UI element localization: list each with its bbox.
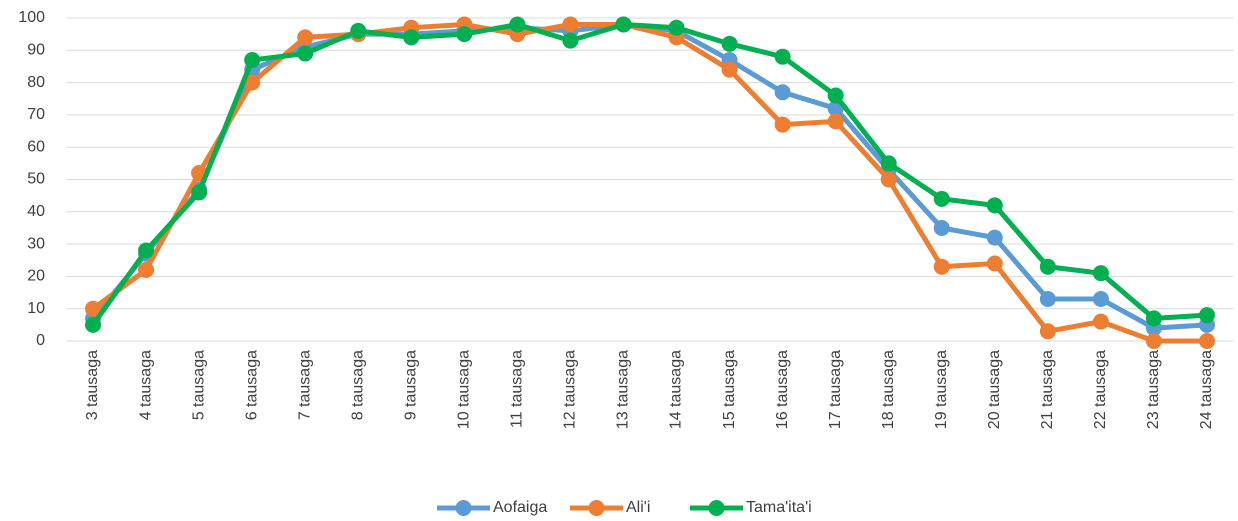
data-point	[986, 197, 1003, 214]
x-tick-label: 20 tausaga	[986, 350, 1003, 429]
data-point	[933, 258, 950, 275]
data-point	[1092, 265, 1109, 282]
data-point	[827, 113, 844, 130]
data-point	[244, 74, 261, 91]
data-point	[350, 22, 367, 39]
x-tick-label: 9 tausaga	[403, 350, 420, 420]
x-tick-label: 6 tausaga	[243, 350, 260, 420]
data-point	[721, 61, 738, 78]
x-tick-label: 19 tausaga	[933, 350, 950, 429]
data-point	[138, 242, 155, 259]
x-tick-label: 4 tausaga	[137, 350, 154, 420]
data-point	[1145, 310, 1162, 327]
data-point	[403, 29, 420, 46]
data-point	[986, 255, 1003, 272]
data-point	[1092, 291, 1109, 308]
x-tick-label: 12 tausaga	[562, 350, 579, 429]
y-tick-label: 90	[27, 42, 45, 59]
data-point	[668, 19, 685, 36]
data-point	[85, 316, 102, 333]
x-tick-label: 23 tausaga	[1145, 350, 1162, 429]
x-tick-label: 18 tausaga	[880, 350, 897, 429]
data-point	[1198, 333, 1215, 349]
data-point	[509, 16, 526, 33]
data-point	[1198, 307, 1215, 324]
data-point	[138, 261, 155, 278]
series-line	[91, 21, 1207, 344]
data-point	[191, 184, 208, 201]
data-point	[774, 116, 791, 133]
legend-marker	[455, 500, 472, 516]
x-tick-label: 10 tausaga	[456, 350, 473, 429]
legend-label: Tama'ita'i	[746, 499, 812, 516]
data-point	[1039, 323, 1056, 340]
data-point	[880, 155, 897, 172]
data-point	[615, 16, 632, 33]
data-point	[85, 300, 102, 317]
x-tick-label: 5 tausaga	[190, 350, 207, 420]
y-tick-label: 40	[27, 203, 45, 220]
x-tick-label: 21 tausaga	[1039, 350, 1056, 429]
y-tick-label: 0	[36, 332, 45, 349]
data-point	[721, 35, 738, 52]
x-tick-label: 17 tausaga	[827, 350, 844, 429]
x-tick-label: 15 tausaga	[721, 350, 738, 429]
data-point	[562, 16, 579, 33]
data-point	[1145, 333, 1162, 349]
data-point	[297, 45, 314, 62]
legend-label: Aofaiga	[493, 499, 547, 516]
data-point	[456, 26, 473, 43]
x-tick-label: 22 tausaga	[1092, 350, 1109, 429]
x-tick-label: 7 tausaga	[296, 350, 313, 420]
y-tick-label: 20	[27, 268, 45, 285]
data-point	[933, 190, 950, 207]
data-point	[827, 87, 844, 104]
data-point	[774, 48, 791, 65]
x-tick-label: 16 tausaga	[774, 350, 791, 429]
legend-label: Ali'i	[626, 499, 650, 516]
y-tick-label: 80	[27, 74, 45, 91]
x-tick-label: 11 tausaga	[509, 350, 526, 428]
y-tick-label: 100	[18, 9, 45, 26]
data-point	[297, 29, 314, 46]
data-point	[933, 219, 950, 236]
y-tick-label: 60	[27, 138, 45, 155]
y-tick-label: 50	[27, 171, 45, 188]
data-point	[1039, 291, 1056, 308]
x-tick-label: 3 tausaga	[84, 350, 101, 420]
y-tick-label: 70	[27, 106, 45, 123]
legend-marker	[708, 500, 725, 516]
x-tick-label: 14 tausaga	[668, 350, 685, 429]
x-tick-label: 13 tausaga	[615, 350, 632, 429]
x-tick-label: 8 tausaga	[349, 350, 366, 420]
data-point	[774, 84, 791, 101]
data-point	[986, 229, 1003, 246]
data-point	[880, 171, 897, 188]
data-point	[244, 51, 261, 68]
data-point	[1039, 258, 1056, 275]
y-tick-label: 10	[27, 300, 45, 317]
data-point	[562, 32, 579, 49]
legend-marker	[588, 500, 605, 516]
x-tick-label: 24 tausaga	[1198, 350, 1215, 429]
y-tick-label: 30	[27, 235, 45, 252]
data-point	[1092, 313, 1109, 330]
series-line	[90, 21, 1208, 327]
